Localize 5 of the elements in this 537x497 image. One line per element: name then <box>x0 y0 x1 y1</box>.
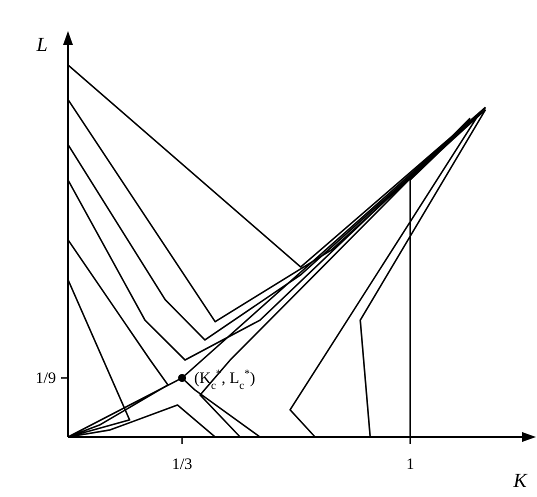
x-axis-title: K <box>512 470 528 492</box>
x-tick-label: 1/3 <box>172 456 192 473</box>
text: 1/9 <box>36 370 56 387</box>
y-axis-title: L <box>35 34 48 56</box>
x-tick-label: 1 <box>406 456 414 473</box>
